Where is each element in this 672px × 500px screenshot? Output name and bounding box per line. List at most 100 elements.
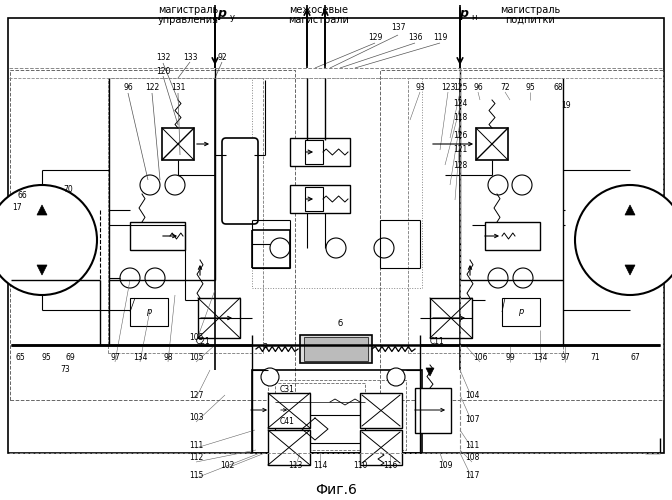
Text: 131: 131 [171,84,185,92]
Text: 65: 65 [15,354,25,362]
Text: 96: 96 [473,84,483,92]
Bar [252,370,422,453]
Text: р: р [218,8,226,20]
Text: 103: 103 [189,414,203,422]
Text: C21: C21 [196,338,211,346]
Polygon shape [426,368,434,376]
Text: 120: 120 [156,68,170,76]
Text: н: н [471,12,476,22]
Text: 115: 115 [189,470,203,480]
Text: 111: 111 [189,440,203,450]
Circle shape [513,268,533,288]
Text: управления: управления [157,15,218,25]
Bar [408,78,563,353]
Text: 105: 105 [189,354,203,362]
Text: Фиг.6: Фиг.6 [315,483,357,497]
Text: 111: 111 [465,440,479,450]
Bar [268,393,310,428]
Text: 71: 71 [590,354,600,362]
Bar [10,70,295,400]
Text: 67: 67 [630,354,640,362]
Circle shape [488,268,508,288]
Text: 95: 95 [41,354,51,362]
Text: 121: 121 [453,146,467,154]
Circle shape [488,175,508,195]
Bar [130,298,168,326]
Bar [360,430,402,465]
Bar [430,298,472,338]
Text: р: р [460,8,468,20]
Text: 92: 92 [217,54,227,62]
Text: 127: 127 [189,390,203,400]
Bar [300,335,372,363]
Polygon shape [37,265,47,275]
Circle shape [120,268,140,288]
Circle shape [145,268,165,288]
Text: p: p [146,308,152,316]
Text: магистрали: магистрали [288,15,349,25]
Bar [268,380,406,450]
Bar [415,388,451,433]
Text: 19: 19 [561,100,571,110]
Text: 132: 132 [156,54,170,62]
Text: 123: 123 [441,84,455,92]
Text: 72: 72 [500,84,510,92]
Bar [268,430,310,465]
Bar [360,393,402,428]
Text: 68: 68 [553,84,563,92]
Text: магистраль: магистраль [500,5,560,15]
Text: 125: 125 [453,84,467,92]
Text: 17: 17 [12,202,22,211]
Polygon shape [625,205,635,215]
Bar [252,78,422,288]
Bar [130,222,185,250]
Text: 128: 128 [453,160,467,170]
Text: 106: 106 [472,354,487,362]
Bar [290,138,350,166]
Text: 117: 117 [465,470,479,480]
Bar [198,298,240,338]
Text: 66: 66 [17,190,27,200]
Circle shape [374,238,394,258]
Text: 105: 105 [189,334,203,342]
Bar [108,78,263,353]
Text: 70: 70 [63,186,73,194]
Text: 124: 124 [453,98,467,108]
Text: 110: 110 [353,460,367,469]
Text: 134: 134 [533,354,547,362]
Text: 99: 99 [505,354,515,362]
Bar [485,222,540,250]
Text: С41: С41 [280,418,295,426]
Text: 114: 114 [312,460,327,469]
Circle shape [387,368,405,386]
Text: 69: 69 [65,354,75,362]
Text: 122: 122 [145,84,159,92]
Circle shape [0,185,97,295]
Bar [304,337,368,361]
Text: магистраль: магистраль [158,5,218,15]
Bar [305,187,323,211]
Text: 93: 93 [415,84,425,92]
Circle shape [575,185,672,295]
Text: 137: 137 [390,24,405,32]
Text: 136: 136 [408,34,422,42]
Text: подпитки: подпитки [505,15,555,25]
Bar [476,128,508,160]
Text: 107: 107 [465,416,479,424]
Text: 104: 104 [465,390,479,400]
Circle shape [326,238,346,258]
Bar [275,383,365,421]
Text: C11: C11 [430,338,445,346]
FancyBboxPatch shape [222,138,258,224]
Text: 73: 73 [60,366,70,374]
Bar [162,128,194,160]
Text: 129: 129 [368,34,382,42]
Bar [502,298,540,326]
Circle shape [140,175,160,195]
Text: 98: 98 [163,354,173,362]
Bar [290,185,350,213]
Text: б: б [337,320,343,328]
Text: 96: 96 [123,84,133,92]
Text: 126: 126 [453,130,467,140]
Bar [380,70,663,400]
